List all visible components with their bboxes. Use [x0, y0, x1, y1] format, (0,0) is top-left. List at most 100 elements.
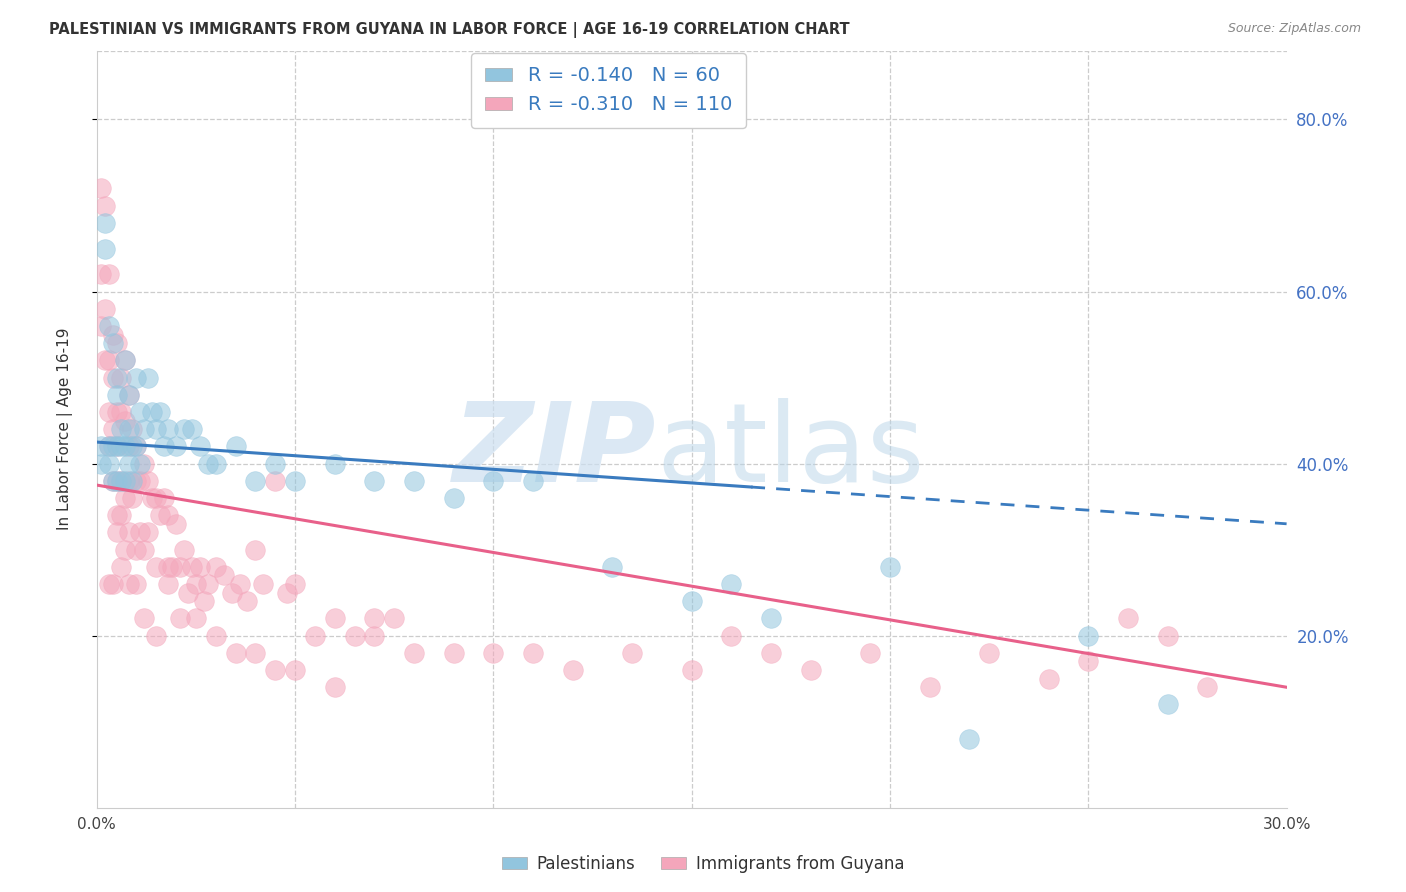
Point — [97, 405, 120, 419]
Point — [957, 731, 980, 746]
Point — [110, 439, 132, 453]
Point — [145, 629, 167, 643]
Point — [145, 491, 167, 505]
Point — [101, 577, 124, 591]
Text: PALESTINIAN VS IMMIGRANTS FROM GUYANA IN LABOR FORCE | AGE 16-19 CORRELATION CHA: PALESTINIAN VS IMMIGRANTS FROM GUYANA IN… — [49, 22, 849, 38]
Point — [97, 457, 120, 471]
Point — [110, 405, 132, 419]
Point — [602, 559, 624, 574]
Point — [117, 422, 139, 436]
Point — [110, 508, 132, 523]
Point — [129, 405, 152, 419]
Point — [101, 327, 124, 342]
Point — [117, 388, 139, 402]
Point — [181, 422, 204, 436]
Point — [105, 508, 128, 523]
Point — [105, 525, 128, 540]
Point — [149, 508, 172, 523]
Point — [252, 577, 274, 591]
Point — [125, 439, 148, 453]
Point — [681, 663, 703, 677]
Point — [276, 585, 298, 599]
Point — [245, 474, 267, 488]
Point — [117, 439, 139, 453]
Point — [165, 439, 187, 453]
Point — [138, 525, 160, 540]
Point — [522, 646, 544, 660]
Point — [482, 646, 505, 660]
Point — [184, 577, 207, 591]
Point — [105, 336, 128, 351]
Point — [1156, 629, 1178, 643]
Point — [97, 439, 120, 453]
Point — [93, 353, 115, 368]
Point — [204, 559, 226, 574]
Point — [105, 474, 128, 488]
Point — [720, 629, 742, 643]
Point — [90, 439, 112, 453]
Point — [153, 439, 176, 453]
Point — [134, 542, 156, 557]
Point — [204, 629, 226, 643]
Point — [264, 457, 287, 471]
Point — [110, 559, 132, 574]
Point — [101, 336, 124, 351]
Point — [114, 474, 136, 488]
Point — [138, 370, 160, 384]
Point — [93, 242, 115, 256]
Point — [134, 422, 156, 436]
Point — [228, 577, 250, 591]
Point — [121, 422, 143, 436]
Point — [157, 577, 180, 591]
Point — [157, 508, 180, 523]
Point — [117, 474, 139, 488]
Point — [117, 457, 139, 471]
Point — [110, 474, 132, 488]
Point — [97, 268, 120, 282]
Point — [443, 491, 465, 505]
Point — [134, 611, 156, 625]
Point — [1156, 698, 1178, 712]
Text: atlas: atlas — [657, 399, 925, 506]
Point — [404, 474, 426, 488]
Point — [114, 491, 136, 505]
Legend: R = -0.140   N = 60, R = -0.310   N = 110: R = -0.140 N = 60, R = -0.310 N = 110 — [471, 53, 745, 128]
Point — [105, 388, 128, 402]
Point — [169, 559, 191, 574]
Point — [90, 318, 112, 333]
Point — [221, 585, 243, 599]
Point — [145, 559, 167, 574]
Point — [323, 611, 346, 625]
Legend: Palestinians, Immigrants from Guyana: Palestinians, Immigrants from Guyana — [495, 848, 911, 880]
Point — [114, 353, 136, 368]
Point — [121, 439, 143, 453]
Point — [225, 439, 247, 453]
Point — [1077, 629, 1099, 643]
Point — [125, 542, 148, 557]
Point — [90, 181, 112, 195]
Point — [101, 422, 124, 436]
Point — [160, 559, 183, 574]
Point — [129, 457, 152, 471]
Point — [188, 439, 211, 453]
Point — [110, 422, 132, 436]
Point — [482, 474, 505, 488]
Point — [225, 646, 247, 660]
Point — [212, 568, 235, 582]
Point — [105, 439, 128, 453]
Point — [105, 405, 128, 419]
Point — [382, 611, 405, 625]
Point — [304, 629, 326, 643]
Point — [245, 542, 267, 557]
Point — [121, 491, 143, 505]
Point — [443, 646, 465, 660]
Y-axis label: In Labor Force | Age 16-19: In Labor Force | Age 16-19 — [58, 328, 73, 531]
Point — [184, 611, 207, 625]
Point — [149, 405, 172, 419]
Point — [110, 474, 132, 488]
Point — [114, 542, 136, 557]
Point — [97, 353, 120, 368]
Point — [101, 474, 124, 488]
Point — [918, 680, 941, 694]
Point — [114, 439, 136, 453]
